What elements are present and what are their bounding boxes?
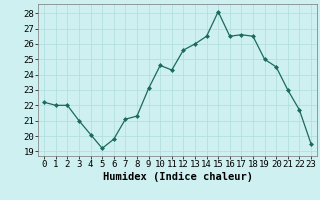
X-axis label: Humidex (Indice chaleur): Humidex (Indice chaleur) [103, 172, 252, 182]
